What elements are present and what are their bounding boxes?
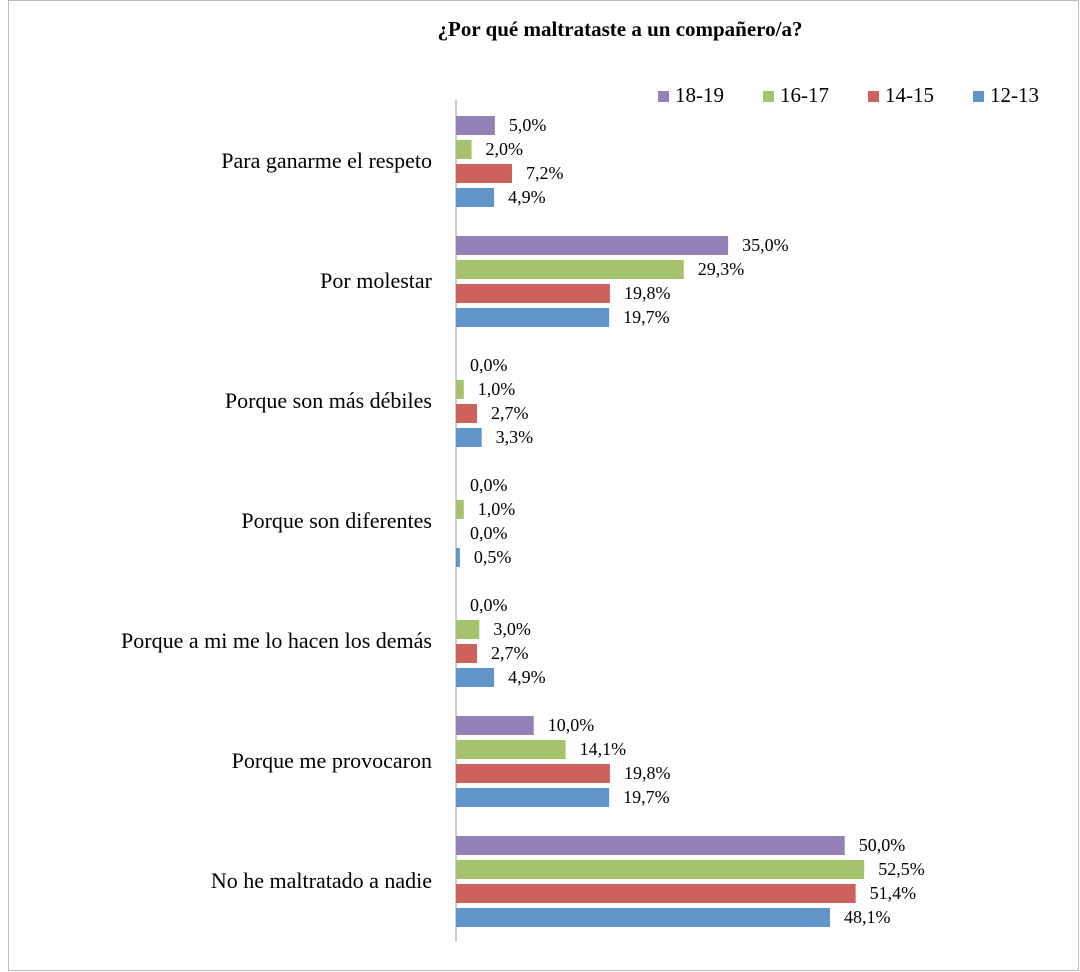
value-label: 3,0% <box>493 619 531 639</box>
bar <box>456 884 856 903</box>
bar <box>456 500 464 519</box>
value-label: 19,7% <box>623 787 670 807</box>
bar <box>456 428 482 447</box>
value-label: 29,3% <box>698 259 745 279</box>
bar <box>456 836 845 855</box>
legend-label: 18-19 <box>675 83 724 107</box>
bar <box>456 644 477 663</box>
legend-label: 14-15 <box>885 83 934 107</box>
value-label: 0,0% <box>470 475 508 495</box>
value-label: 19,7% <box>623 307 670 327</box>
value-label: 19,8% <box>624 283 671 303</box>
value-label: 0,5% <box>474 547 512 567</box>
value-label: 4,9% <box>508 187 546 207</box>
value-label: 3,3% <box>496 427 533 447</box>
legend-swatch <box>658 91 669 102</box>
bar <box>456 380 464 399</box>
value-label: 0,0% <box>470 523 508 543</box>
bar <box>456 740 566 759</box>
bar <box>456 236 729 255</box>
value-label: 2,0% <box>486 139 524 159</box>
bar <box>456 260 684 279</box>
category-label: Para ganarme el respeto <box>221 148 432 173</box>
legend-swatch <box>973 91 984 102</box>
value-label: 48,1% <box>844 907 891 927</box>
category-label: Por molestar <box>320 268 432 293</box>
bar <box>456 716 534 735</box>
value-label: 5,0% <box>509 115 547 135</box>
bar <box>456 764 610 783</box>
value-label: 35,0% <box>742 235 789 255</box>
value-label: 2,7% <box>491 643 529 663</box>
bar <box>456 164 512 183</box>
bar <box>456 788 610 807</box>
legend-swatch <box>763 91 774 102</box>
bar <box>456 188 495 207</box>
value-label: 14,1% <box>580 739 627 759</box>
chart-title: ¿Por qué maltrataste a un compañero/a? <box>438 17 803 41</box>
category-label: No he maltratado a nadie <box>211 868 432 893</box>
bar <box>456 116 495 135</box>
value-label: 2,7% <box>491 403 529 423</box>
value-label: 52,5% <box>878 859 925 879</box>
bar <box>456 284 610 303</box>
value-label: 0,0% <box>470 595 508 615</box>
bar <box>456 860 865 879</box>
value-label: 4,9% <box>508 667 546 687</box>
bar <box>456 620 480 639</box>
category-label: Porque son más débiles <box>225 388 432 413</box>
category-label: Porque a mi me lo hacen los demás <box>121 628 432 653</box>
legend-label: 16-17 <box>780 83 829 107</box>
legend-swatch <box>868 91 879 102</box>
value-label: 1,0% <box>478 379 516 399</box>
value-label: 19,8% <box>624 763 671 783</box>
bar <box>456 548 460 567</box>
category-label: Porque me provocaron <box>232 748 432 773</box>
value-label: 1,0% <box>478 499 516 519</box>
category-label: Porque son diferentes <box>241 508 432 533</box>
bar <box>456 668 495 687</box>
value-label: 50,0% <box>859 835 906 855</box>
chart-frame <box>8 0 1079 971</box>
value-label: 0,0% <box>470 355 508 375</box>
bar <box>456 140 472 159</box>
legend-label: 12-13 <box>990 83 1039 107</box>
bar <box>456 908 830 927</box>
value-label: 7,2% <box>526 163 564 183</box>
value-label: 10,0% <box>548 715 595 735</box>
value-label: 51,4% <box>870 883 917 903</box>
bar <box>456 308 610 327</box>
bar <box>456 404 477 423</box>
